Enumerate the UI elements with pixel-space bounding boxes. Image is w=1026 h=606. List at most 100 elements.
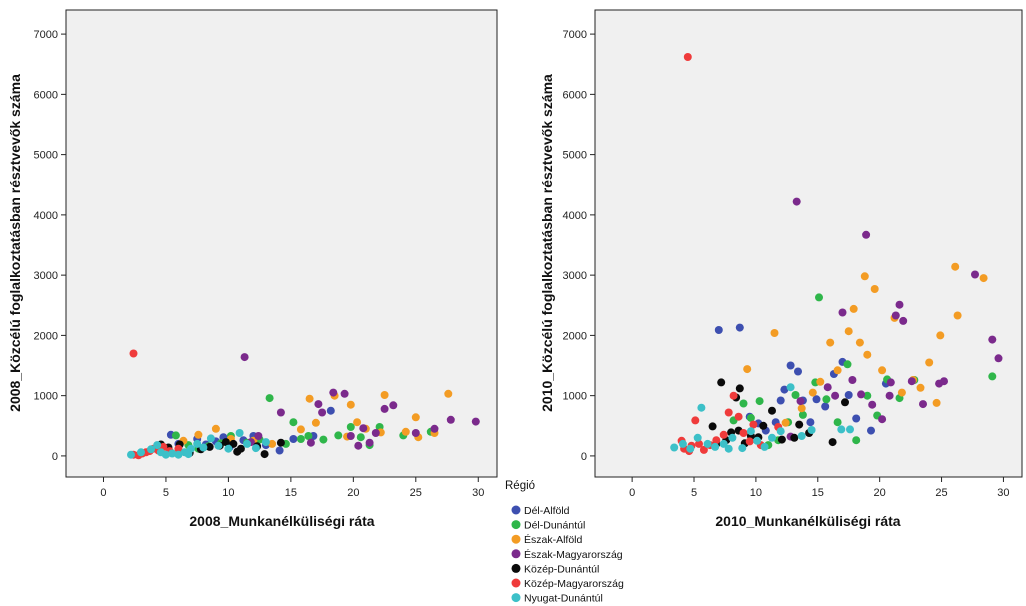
y-tick-label: 2000 — [563, 330, 587, 342]
scatter-point — [129, 349, 138, 358]
scatter-point — [411, 429, 420, 437]
scatter-point — [161, 450, 170, 459]
scatter-point — [446, 415, 455, 424]
scatter-point — [844, 327, 853, 336]
scatter-point — [719, 439, 728, 448]
scatter-point — [860, 272, 869, 281]
scatter-point — [695, 439, 703, 448]
scatter-point — [776, 396, 785, 405]
scatter-point — [891, 311, 900, 320]
x-tick-label: 0 — [100, 487, 106, 499]
scatter-point — [734, 412, 743, 421]
y-tick-label: 0 — [581, 451, 587, 463]
scatter-point — [806, 418, 815, 427]
scatter-point — [781, 418, 790, 427]
scatter-point — [837, 425, 846, 434]
scatter-point — [411, 413, 420, 422]
scatter-point — [855, 338, 864, 347]
x-axis-title: 2008_Munkanélküliségi ráta — [189, 513, 374, 529]
scatter-point — [745, 437, 754, 446]
scatter-point — [770, 329, 779, 337]
scatter-point — [686, 444, 695, 453]
scatter-point — [243, 439, 252, 448]
scatter-point — [812, 395, 821, 404]
scatter-point — [885, 391, 894, 400]
scatter-point — [289, 435, 298, 443]
scatter-point — [174, 444, 183, 453]
scatter-point — [724, 408, 733, 417]
scatter-point — [380, 404, 389, 413]
scatter-point — [828, 438, 837, 447]
y-tick-label: 0 — [52, 451, 58, 463]
legend-marker — [511, 563, 521, 573]
legend-label: Közép-Dunántúl — [524, 563, 599, 575]
x-tick-label: 15 — [812, 487, 824, 499]
scatter-point — [786, 383, 795, 392]
scatter-point — [233, 447, 242, 456]
scatter-point — [743, 365, 752, 374]
scatter-point — [780, 385, 789, 394]
scatter-point — [714, 326, 723, 334]
scatter-point — [296, 425, 305, 434]
scatter-point — [296, 435, 305, 443]
scatter-point — [849, 304, 858, 313]
scatter-point — [712, 436, 721, 445]
legend-marker — [511, 505, 521, 515]
scatter-point — [735, 323, 744, 332]
x-tick-label: 5 — [691, 487, 697, 499]
scatter-point — [899, 316, 908, 325]
scatter-point — [276, 438, 285, 447]
legend-marker — [511, 549, 521, 559]
x-tick-label: 20 — [874, 487, 886, 499]
scatter-point — [794, 367, 802, 376]
scatter-point — [214, 441, 223, 450]
scatter-point — [729, 391, 738, 400]
scatter-point — [430, 424, 439, 433]
scatter-point — [852, 436, 861, 445]
scatter-point — [719, 430, 728, 439]
scatter-point — [916, 383, 925, 392]
scatter-point — [870, 285, 879, 293]
scatter-point — [184, 450, 193, 459]
scatter-point — [797, 404, 806, 413]
scatter-point — [895, 300, 904, 309]
scatter-point — [816, 377, 825, 386]
y-tick-label: 2000 — [34, 330, 58, 342]
scatter-point — [304, 432, 313, 440]
scatter-point — [867, 426, 875, 435]
y-tick-label: 5000 — [563, 150, 587, 162]
scatter-point — [260, 450, 269, 459]
scatter-point — [199, 443, 208, 452]
scatter-point — [953, 311, 962, 320]
scatter-point — [823, 383, 832, 392]
scatter-point — [318, 408, 327, 417]
x-tick-label: 5 — [163, 487, 169, 499]
scatter-point — [137, 448, 145, 457]
scatter-point — [797, 432, 806, 440]
scatter-point — [268, 439, 277, 448]
scatter-point — [807, 426, 816, 434]
scatter-point — [768, 406, 776, 415]
legend-label: Dél-Alföld — [524, 505, 570, 517]
y-axis-title: 2010_Közcélú foglalkoztatásban résztvevő… — [539, 74, 555, 412]
y-tick-label: 4000 — [34, 210, 58, 222]
data-points — [670, 53, 1003, 456]
data-points — [127, 349, 480, 460]
legend-title: Régió — [505, 480, 535, 492]
y-tick-label: 6000 — [34, 89, 58, 101]
scatter-point — [471, 417, 480, 426]
scatter-point — [359, 424, 368, 433]
scatter-point — [776, 427, 785, 436]
scatter-point — [329, 388, 338, 397]
scatter-point — [229, 439, 238, 448]
scatter-point — [863, 350, 872, 359]
scatter-point — [708, 422, 717, 431]
scatter-point — [919, 400, 927, 409]
scatter-point — [746, 413, 755, 422]
scatter-point — [305, 394, 314, 403]
scatter-point — [670, 443, 679, 452]
scatter-point — [319, 435, 328, 444]
scatter-point — [289, 418, 298, 427]
